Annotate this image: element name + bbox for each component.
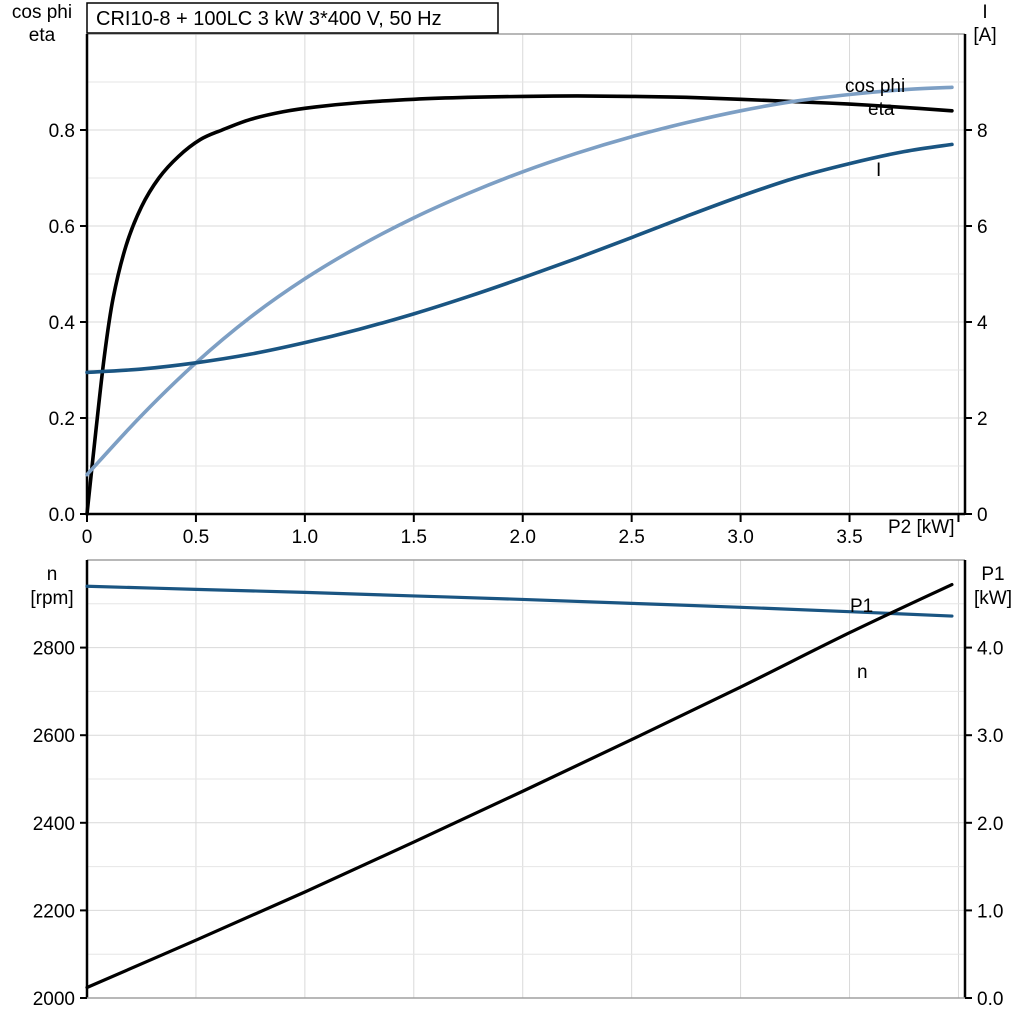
bottom-left-axis-title-line2: [rpm] (30, 588, 73, 609)
tick-label-right: 3.0 (977, 726, 1003, 747)
tick-label-right: 4.0 (977, 639, 1003, 660)
tick-label-right: 0.0 (977, 989, 1003, 1010)
bottom-chart: 2000 2200 2400 2600 2800 0.0 1.0 2.0 3.0 4.0 n [r… (30, 560, 1012, 1010)
tick-label-left: 0.6 (49, 217, 75, 238)
tick-label-x: 2.5 (618, 527, 644, 548)
curve-label-current: I (876, 160, 881, 181)
top-chart-curves (87, 87, 952, 514)
bottom-right-axis-title-line2: [kW] (974, 588, 1012, 609)
curve-label-speed: n (857, 662, 868, 683)
tick-label-x: 1.0 (292, 527, 318, 548)
bottom-chart-curves (87, 585, 952, 988)
tick-label-x: 3.5 (836, 527, 862, 548)
tick-label-right: 0 (977, 505, 988, 526)
top-right-axis-title-line1: I (982, 2, 987, 23)
tick-label-right: 6 (977, 217, 988, 238)
tick-label-left: 0.2 (49, 409, 75, 430)
top-chart: 0.0 0.2 0.4 0.6 0.8 0 2 4 6 8 0 0.5 1.0 1.5 2.0 2.5 3.0 3… (12, 2, 997, 548)
tick-label-right: 2 (977, 409, 988, 430)
curve-eta (87, 96, 952, 514)
tick-label-left: 2400 (33, 814, 75, 835)
tick-label-left: 2200 (33, 901, 75, 922)
top-chart-gridlines (87, 34, 965, 514)
curve-label-eta: eta (868, 99, 895, 120)
tick-label-right: 2.0 (977, 814, 1003, 835)
curve-label-cos-phi: cos phi (845, 76, 905, 97)
bottom-right-axis-title-line1: P1 (981, 564, 1004, 585)
top-chart-tick-labels: 0.0 0.2 0.4 0.6 0.8 0 2 4 6 8 0 0.5 1.0 1.5 2.0 2.5 3.0 3… (49, 121, 988, 548)
tick-label-right: 1.0 (977, 901, 1003, 922)
tick-label-x: 3.0 (727, 527, 753, 548)
bottom-chart-gridlines (87, 560, 965, 998)
performance-curve-figure: 0.0 0.2 0.4 0.6 0.8 0 2 4 6 8 0 0.5 1.0 1.5 2.0 2.5 3.0 3… (0, 0, 1024, 1024)
tick-label-left: 0.8 (49, 121, 75, 142)
tick-label-x: 1.5 (401, 527, 427, 548)
curve-P1 (87, 585, 952, 988)
tick-label-left: 2600 (33, 726, 75, 747)
chart-title: CRI10-8 + 100LC 3 kW 3*400 V, 50 Hz (96, 8, 442, 30)
tick-label-left: 0.0 (49, 505, 75, 526)
tick-label-x: 0 (82, 527, 93, 548)
top-left-axis-title-line2: eta (29, 25, 56, 46)
tick-label-left: 2000 (33, 989, 75, 1010)
x-axis-title: P2 [kW] (888, 517, 955, 538)
tick-label-left: 0.4 (49, 313, 76, 334)
top-right-axis-title-line2: [A] (973, 25, 996, 46)
top-chart-ticks (80, 130, 972, 522)
curve-label-power: P1 (850, 596, 873, 617)
tick-label-x: 0.5 (183, 527, 209, 548)
tick-label-right: 8 (977, 121, 988, 142)
curve-cos-phi (87, 87, 952, 474)
tick-label-x: 2.0 (510, 527, 536, 548)
chart-canvas: 0.0 0.2 0.4 0.6 0.8 0 2 4 6 8 0 0.5 1.0 1.5 2.0 2.5 3.0 3… (0, 0, 1024, 1024)
curve-n (87, 586, 952, 616)
top-left-axis-title-line1: cos phi (12, 2, 72, 23)
curve-I (87, 144, 952, 372)
tick-label-right: 4 (977, 313, 988, 334)
bottom-left-axis-title-line1: n (47, 564, 58, 585)
tick-label-left: 2800 (33, 639, 75, 660)
